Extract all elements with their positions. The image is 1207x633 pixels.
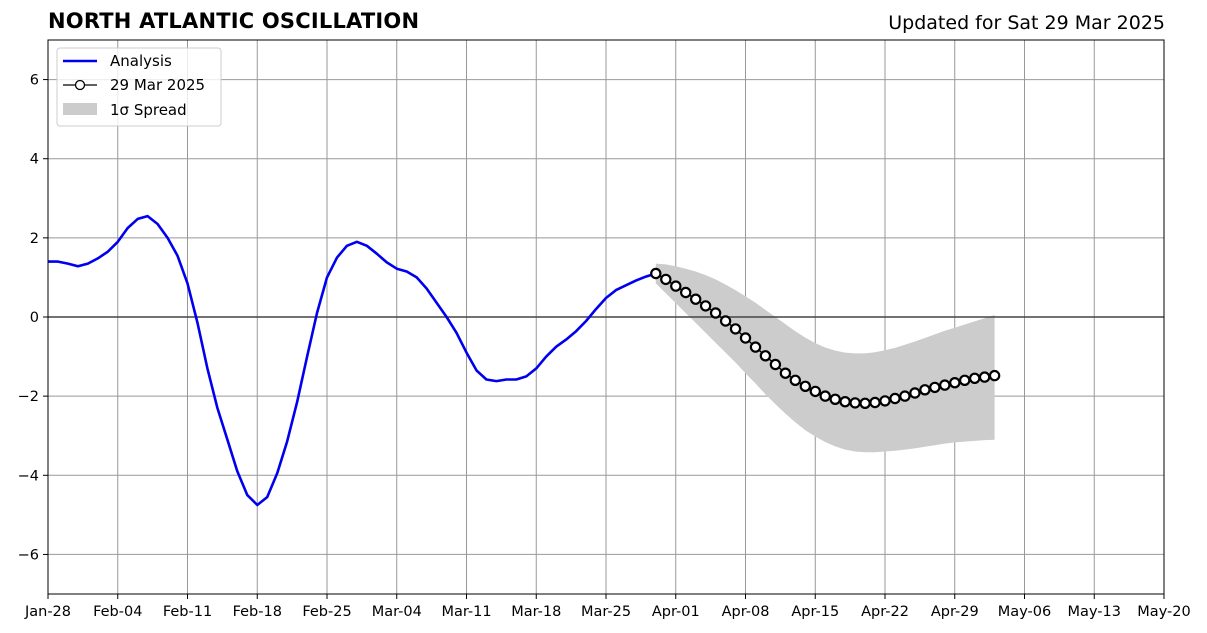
chart-title: NORTH ATLANTIC OSCILLATION: [48, 9, 420, 33]
legend-box: [56, 47, 222, 127]
forecast-point: [899, 390, 911, 402]
x-tick-label: Mar-04: [372, 604, 422, 620]
forecast-point: [959, 374, 971, 386]
x-tick-label: May-13: [1068, 604, 1121, 620]
legend: Analysis 29 Mar 2025 1σ Spread: [56, 47, 222, 127]
legend-spread-swatch: [63, 103, 97, 115]
forecast-point: [650, 267, 662, 280]
y-tick-label: −2: [18, 389, 39, 405]
legend-analysis-label: Analysis: [110, 52, 172, 70]
forecast-point: [939, 379, 951, 391]
x-tick-label: Apr-22: [861, 604, 909, 620]
chart-subtitle: Updated for Sat 29 Mar 2025: [888, 12, 1165, 34]
forecast-point: [709, 307, 722, 319]
forecast-point: [660, 273, 672, 286]
y-tick-label: 0: [30, 310, 39, 326]
spread-band: [655, 263, 995, 453]
forecast-point: [929, 381, 941, 394]
x-tick-label: Apr-01: [652, 604, 700, 620]
spread-band-group: [655, 263, 995, 453]
forecast-point: [978, 371, 991, 383]
x-tick-label: May-06: [998, 604, 1051, 620]
forecast-point: [839, 396, 851, 408]
x-tick-label: Feb-18: [233, 604, 282, 620]
forecast-point: [670, 280, 682, 292]
legend-forecast-marker: [74, 79, 86, 91]
y-tick-label: −4: [18, 468, 39, 484]
forecast-point: [719, 315, 732, 327]
x-tick-label: Mar-25: [581, 604, 631, 620]
forecast-point: [879, 395, 891, 407]
forecast-point: [809, 385, 822, 398]
forecast-series: [650, 267, 1001, 409]
x-tick-label: Apr-08: [722, 604, 770, 620]
forecast-point: [969, 372, 981, 384]
forecast-point: [859, 397, 871, 409]
forecast-point: [829, 393, 841, 405]
analysis-series: [48, 214, 657, 507]
x-tick-label: May-20: [1137, 604, 1190, 620]
x-tick-label: Feb-25: [302, 604, 351, 620]
legend-forecast-label: 29 Mar 2025: [110, 76, 205, 94]
forecast-point: [680, 286, 692, 299]
forecast-point: [909, 387, 921, 399]
analysis-line: [48, 214, 657, 507]
y-tick-label: 6: [30, 73, 39, 89]
x-tick-label: Mar-11: [441, 604, 491, 620]
x-tick-label: Feb-04: [93, 604, 142, 620]
forecast-point: [739, 332, 752, 344]
x-tick-label: Apr-29: [931, 604, 979, 620]
x-axis: Jan-28 Feb-04 Feb-11 Feb-18 Feb-25 Mar-04 Mar-…: [24, 594, 1191, 620]
forecast-point: [889, 392, 901, 405]
x-tick-label: Feb-11: [163, 604, 212, 620]
x-tick-label: Mar-18: [511, 604, 561, 620]
forecast-point: [799, 380, 812, 392]
forecast-point: [690, 293, 702, 305]
y-tick-label: 4: [30, 152, 39, 168]
forecast-point: [849, 397, 861, 409]
x-tick-label: Apr-15: [791, 604, 839, 620]
forecast-point: [949, 377, 961, 389]
forecast-point: [779, 367, 792, 379]
y-tick-label: −6: [18, 547, 39, 563]
forecast-point: [919, 384, 931, 396]
forecast-point: [699, 300, 712, 312]
forecast-point: [749, 341, 762, 353]
forecast-point: [869, 396, 881, 409]
y-axis: −6 −4 −2 0 2 4 6: [18, 73, 48, 563]
forecast-point: [759, 350, 772, 362]
forecast-point: [729, 323, 742, 335]
x-tick-label: Jan-28: [24, 604, 71, 620]
forecast-point: [988, 369, 1001, 382]
y-tick-label: 2: [30, 231, 39, 247]
forecast-point: [789, 374, 802, 386]
forecast-point: [819, 390, 831, 402]
forecast-point: [769, 358, 782, 371]
legend-spread-label: 1σ Spread: [110, 101, 187, 119]
